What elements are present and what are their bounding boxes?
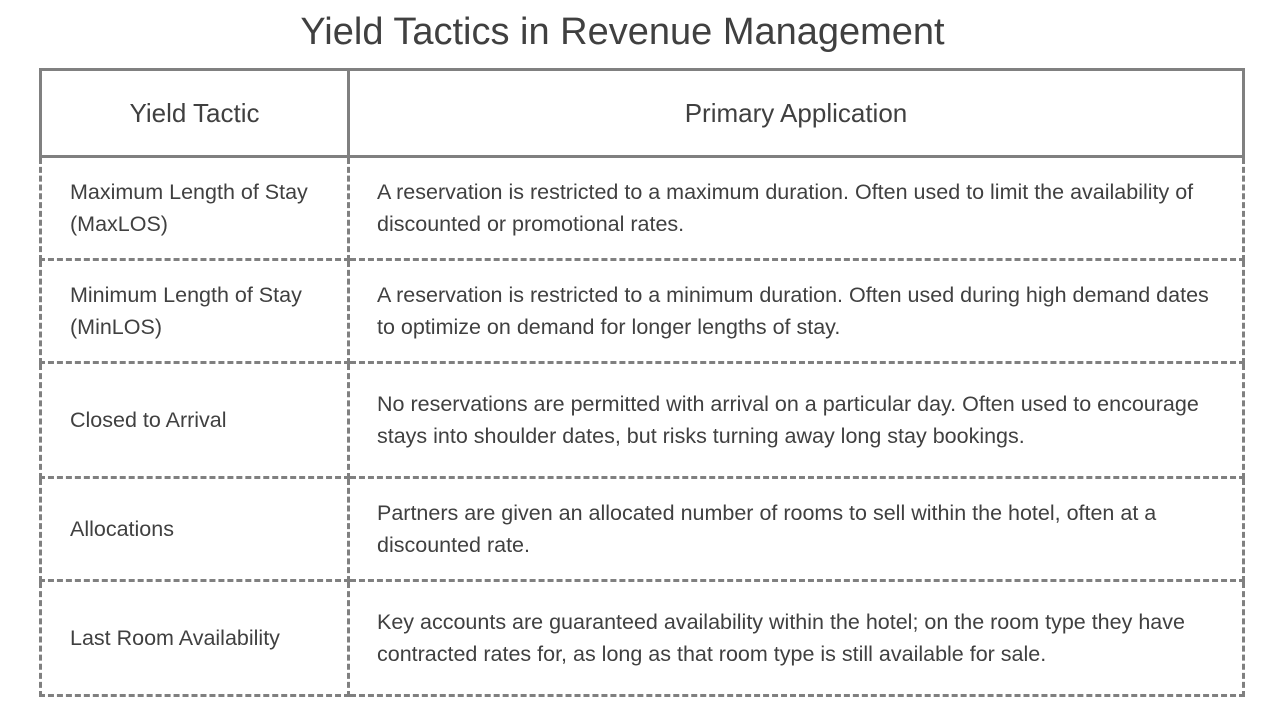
column-header-yield-tactic: Yield Tactic (39, 68, 350, 158)
table-row: Last Room Availability Key accounts are … (39, 579, 1245, 697)
application-cell: A reservation is restricted to a minimum… (347, 258, 1245, 364)
yield-tactics-table: Yield Tactic Primary Application Maximum… (39, 68, 1245, 697)
tactic-cell: Minimum Length of Stay (MinLOS) (39, 258, 350, 364)
page-title: Yield Tactics in Revenue Management (300, 11, 945, 53)
yield-tactics-table-container: Yield Tactic Primary Application Maximum… (39, 68, 1245, 697)
table-row: Maximum Length of Stay (MaxLOS) A reserv… (39, 155, 1245, 261)
tactic-cell: Last Room Availability (39, 579, 350, 697)
application-cell: A reservation is restricted to a maximum… (347, 155, 1245, 261)
table-header-row: Yield Tactic Primary Application (39, 68, 1245, 158)
table-row: Allocations Partners are given an alloca… (39, 476, 1245, 582)
tactic-cell: Maximum Length of Stay (MaxLOS) (39, 155, 350, 261)
column-header-primary-application: Primary Application (347, 68, 1245, 158)
table-row: Minimum Length of Stay (MinLOS) A reserv… (39, 258, 1245, 364)
tactic-cell: Allocations (39, 476, 350, 582)
application-cell: Partners are given an allocated number o… (347, 476, 1245, 582)
application-cell: No reservations are permitted with arriv… (347, 361, 1245, 479)
application-cell: Key accounts are guaranteed availability… (347, 579, 1245, 697)
table-row: Closed to Arrival No reservations are pe… (39, 361, 1245, 479)
tactic-cell: Closed to Arrival (39, 361, 350, 479)
